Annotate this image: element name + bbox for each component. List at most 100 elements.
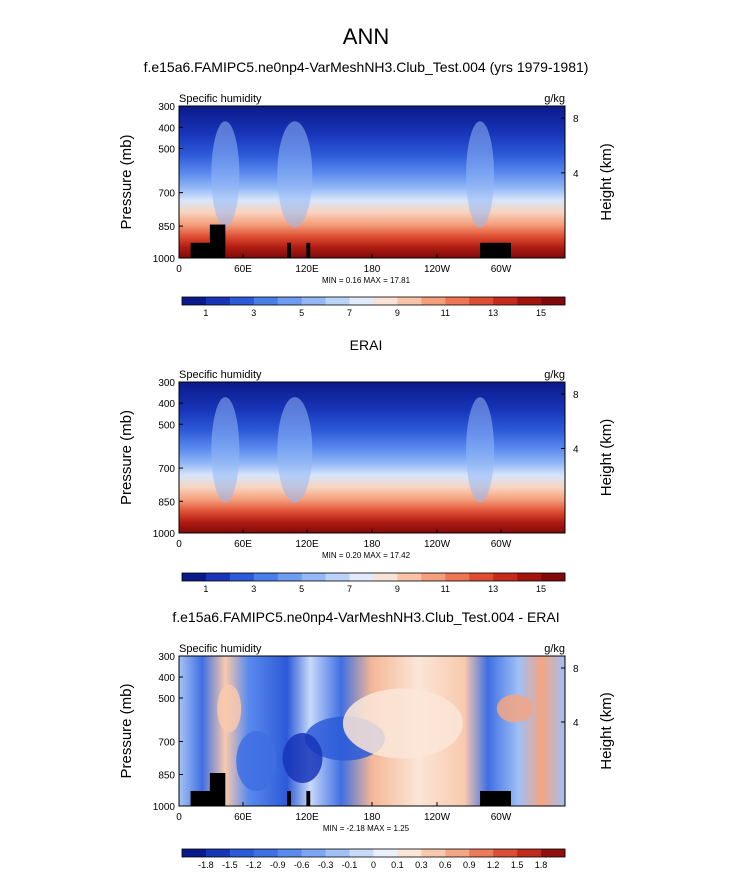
colorbar-label: 1 [203,584,208,594]
colorbar-swatch [325,573,350,581]
terrain-mask [287,242,291,258]
field-blob [496,694,533,723]
colorbar-swatch [373,297,398,305]
colorbar-label: -0.3 [318,860,334,870]
moist-plume [466,121,495,228]
colorbar-swatch [349,573,374,581]
colorbar-label: 15 [536,584,546,594]
colorbar-label: 7 [347,308,352,318]
units-label: g/kg [544,93,565,105]
x-tick-label: 120E [295,812,319,823]
colorbar-swatch [182,573,207,581]
colorbar-label: 0.6 [439,860,452,870]
x-tick-label: 120E [295,539,319,550]
colorbar-swatch [493,849,518,857]
figure-title: ANN [343,24,389,49]
colorbar-swatch [373,849,398,857]
colorbar-frame [181,296,566,306]
field-blob [236,731,277,791]
y-tick-label: 700 [158,738,175,749]
colorbar-label: 11 [441,308,450,318]
y-tick-label: 300 [158,652,175,663]
terrain-mask [306,791,311,806]
colorbar-swatch [182,849,207,857]
colorbar-label: 0 [371,860,376,870]
colorbar-swatch [205,297,231,305]
y-tick-label: 850 [158,771,175,782]
x-tick-label: 120W [424,539,451,550]
x-tick-label: 0 [176,264,182,275]
x-tick-label: 0 [176,539,182,550]
colorbar-label: 7 [347,584,352,594]
terrain-mask [209,224,226,258]
colorbar-swatch [397,573,422,581]
field-fill [179,382,565,533]
colorbar-swatch [349,849,374,857]
field-blob [217,684,242,733]
moist-plume [466,397,495,503]
moist-plume [211,121,240,228]
y-tick-label: 500 [158,420,175,431]
colorbar-swatch [445,573,470,581]
colorbar-swatch [469,297,494,305]
colorbar-swatch [541,297,566,305]
colorbar-swatch [445,297,470,305]
colorbar-label: 9 [395,308,400,318]
colorbar-swatch [277,297,302,305]
x-tick-label: 180 [364,539,381,550]
colorbar-swatch [301,297,326,305]
field-blob [342,688,463,759]
colorbar-label: 13 [488,584,498,594]
colorbar-label: 15 [536,308,546,318]
y-tick-label: 1000 [153,529,176,540]
colorbar-swatch [445,849,470,857]
terrain-mask [209,773,226,806]
moist-plume [211,397,240,503]
y2-tick-label: 8 [573,114,579,125]
min-max-text: MIN = 0.16 MAX = 17.81 [322,276,411,285]
y2-tick-label: 8 [573,664,579,675]
y-axis-label: Pressure (mb) [118,134,135,229]
y2-axis-label: Height (km) [598,692,615,770]
y-tick-label: 700 [158,464,175,475]
colorbar-label: 5 [299,584,304,594]
colorbar-swatch [517,297,542,305]
colorbar-swatch [493,573,518,581]
x-tick-label: 60E [234,812,252,823]
x-tick-label: 180 [364,264,381,275]
y-tick-label: 700 [158,189,175,200]
y-tick-label: 500 [158,145,175,156]
colorbar-swatch [373,573,398,581]
y-tick-label: 1000 [153,802,176,813]
terrain-mask [306,242,311,258]
colorbar-label: 3 [251,308,256,318]
colorbar-label: 13 [488,308,498,318]
y-axis-label: Pressure (mb) [118,410,135,505]
colorbar-frame [181,572,566,582]
colorbar-swatch [541,849,566,857]
x-tick-label: 0 [176,812,182,823]
units-label: g/kg [544,369,565,381]
y-tick-label: 400 [158,399,175,410]
colorbar-label: -1.2 [246,860,262,870]
colorbar-swatch [325,297,350,305]
x-tick-label: 60W [491,539,512,550]
colorbar-swatch [349,297,374,305]
colorbar-label: 5 [299,308,304,318]
x-tick-label: 180 [364,812,381,823]
x-tick-label: 60E [234,264,252,275]
y-tick-label: 300 [158,102,175,113]
terrain-mask [480,242,511,258]
y-tick-label: 1000 [153,254,176,265]
colorbar-label: 0.1 [391,860,404,870]
colorbar-swatch [253,297,279,305]
colorbar-label: -0.9 [270,860,286,870]
x-tick-label: 120W [424,812,451,823]
x-tick-label: 60W [491,264,512,275]
colorbar-swatch [205,849,231,857]
colorbar-label: -0.1 [342,860,358,870]
colorbar-swatch [517,573,542,581]
colorbar-swatch [397,849,422,857]
moist-plume [277,121,313,228]
